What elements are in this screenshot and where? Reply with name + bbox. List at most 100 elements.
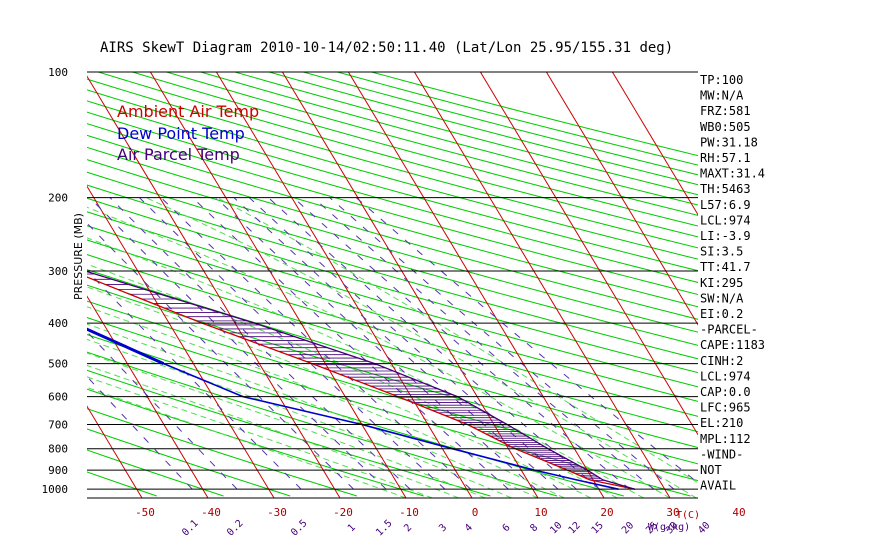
moist-adiabat-line bbox=[87, 376, 433, 498]
y-axis-label: PRESSURE (MB) bbox=[72, 213, 85, 300]
bottom-temp-tick: -30 bbox=[267, 506, 287, 519]
pressure-tick-500: 500 bbox=[48, 358, 68, 371]
pressure-tick-700: 700 bbox=[48, 419, 68, 432]
isotherm-line bbox=[0, 72, 10, 498]
dry-adiabat-line bbox=[87, 123, 698, 295]
isotherm-line bbox=[87, 295, 209, 498]
index-item: TH:5463 bbox=[700, 182, 751, 196]
dew-point-thick-segment bbox=[87, 327, 165, 365]
mixing-ratio-tick: 0.5 bbox=[289, 518, 310, 539]
dry-adiabat-line bbox=[87, 111, 698, 283]
moist-adiabat-line bbox=[87, 306, 565, 498]
isotherm-line bbox=[347, 72, 605, 498]
bottom-axis-unit-label: T(C) bbox=[676, 510, 700, 521]
bottom-temp-tick: 0 bbox=[472, 506, 479, 519]
bottom-temp-tick: 30 bbox=[666, 506, 679, 519]
index-item: CINH:2 bbox=[700, 354, 743, 368]
isotherm-line bbox=[0, 72, 76, 498]
mixing-ratio-tick: 3 bbox=[437, 522, 449, 534]
index-item: L57:6.9 bbox=[700, 198, 751, 212]
dry-adiabat-line bbox=[87, 239, 698, 417]
index-item: FRZ:581 bbox=[700, 104, 751, 118]
mixing-ratio-tick: 0.2 bbox=[225, 518, 246, 539]
index-item: RH:57.1 bbox=[700, 151, 751, 165]
dry-adiabat-line bbox=[87, 197, 698, 374]
index-item: EL:210 bbox=[700, 416, 743, 430]
index-item: -WIND- bbox=[700, 447, 743, 461]
dry-adiabat-line bbox=[87, 225, 698, 402]
index-item: KI:295 bbox=[700, 276, 743, 290]
moist-adiabat-line bbox=[87, 206, 671, 498]
chart-title: AIRS SkewT Diagram 2010-10-14/02:50:11.4… bbox=[100, 40, 673, 56]
dry-adiabat-line bbox=[200, 72, 698, 206]
index-item: SI:3.5 bbox=[700, 245, 743, 259]
index-item: MAXT:31.4 bbox=[700, 167, 765, 181]
index-item: LFC:965 bbox=[700, 401, 751, 415]
dry-adiabat-line bbox=[87, 369, 491, 497]
isotherm-line bbox=[87, 405, 143, 498]
index-item: SW:N/A bbox=[700, 291, 744, 305]
pressure-tick-200: 200 bbox=[48, 192, 68, 205]
index-item: WB0:505 bbox=[700, 120, 751, 134]
dry-adiabat-line bbox=[87, 334, 624, 497]
mixing-ratio-tick: 0.1 bbox=[180, 518, 201, 539]
index-item: MW:N/A bbox=[700, 89, 744, 103]
dry-adiabat-line bbox=[337, 72, 698, 166]
mixing-ratio-lines bbox=[87, 197, 698, 490]
legend-dew-point-temp: Dew Point Temp bbox=[117, 124, 245, 143]
moist-adiabat-line bbox=[145, 197, 697, 498]
dry-adiabat-line bbox=[87, 171, 698, 346]
bottom-temp-tick: -20 bbox=[333, 506, 353, 519]
moist-adiabat-line bbox=[216, 197, 698, 484]
pressure-tick-600: 600 bbox=[48, 391, 68, 404]
legend-ambient-air-temp: Ambient Air Temp bbox=[117, 102, 259, 121]
dry-adiabat-line bbox=[87, 317, 691, 497]
dry-adiabat-line bbox=[98, 72, 698, 238]
dry-adiabat-line bbox=[87, 300, 698, 482]
pressure-tick-800: 800 bbox=[48, 443, 68, 456]
bottom-temp-tick: 20 bbox=[600, 506, 613, 519]
dry-adiabat-line bbox=[87, 89, 698, 260]
legend-air-parcel-temp: Air Parcel Temp bbox=[117, 145, 240, 164]
dry-adiabat-line bbox=[303, 72, 698, 176]
mixing-ratio-line bbox=[313, 197, 655, 490]
pressure-tick-1000: 1000 bbox=[42, 483, 69, 496]
dry-adiabat-line bbox=[87, 254, 698, 433]
bottom-temp-tick: -40 bbox=[201, 506, 221, 519]
pressure-tick-300: 300 bbox=[48, 265, 68, 278]
mixing-ratio-line bbox=[160, 197, 472, 490]
dry-adiabat-line bbox=[87, 184, 698, 360]
isotherm-line bbox=[479, 72, 698, 436]
dry-adiabat-line bbox=[371, 72, 698, 157]
isotherm-line bbox=[611, 72, 698, 216]
dry-adiabat-line bbox=[87, 78, 698, 249]
mixing-ratio-line bbox=[87, 222, 354, 490]
pressure-tick-400: 400 bbox=[48, 317, 68, 330]
mixing-ratio-line bbox=[87, 375, 193, 490]
moist-adiabat-line bbox=[87, 352, 486, 498]
dry-adiabat-line bbox=[87, 146, 698, 320]
dry-adiabat-line bbox=[87, 351, 558, 497]
pressure-tick-900: 900 bbox=[48, 464, 68, 477]
mixing-ratio-tick: 12 bbox=[567, 520, 583, 536]
pressure-tick-labels: 100 200 300 400 500 600 700 800 900 1000 bbox=[42, 66, 69, 496]
dry-adiabat-line bbox=[87, 134, 698, 308]
mixing-ratio-tick-labels: 0.1 0.2 0.5 1 1.5 2 3 4 6 8 10 12 15 20 25 30 40 bbox=[180, 518, 712, 539]
mixing-ratio-tick: 4 bbox=[463, 522, 475, 534]
dry-adiabat-line bbox=[268, 72, 698, 186]
index-item: MPL:112 bbox=[700, 432, 751, 446]
isotherm-line bbox=[545, 72, 698, 326]
mixing-ratio-tick: 1.5 bbox=[374, 518, 395, 539]
dry-adiabat-line bbox=[87, 159, 698, 333]
isobars bbox=[87, 71, 698, 499]
moist-adiabat-line bbox=[87, 263, 618, 498]
bottom-temp-tick: 40 bbox=[732, 506, 745, 519]
index-item: LI:-3.9 bbox=[700, 229, 751, 243]
index-item: LCL:974 bbox=[700, 213, 751, 227]
index-item: CAP:0.0 bbox=[700, 385, 751, 399]
mixing-ratio-tick: 40 bbox=[696, 520, 712, 536]
moist-adiabat-line bbox=[87, 286, 592, 498]
moist-adiabat-line bbox=[87, 237, 644, 498]
